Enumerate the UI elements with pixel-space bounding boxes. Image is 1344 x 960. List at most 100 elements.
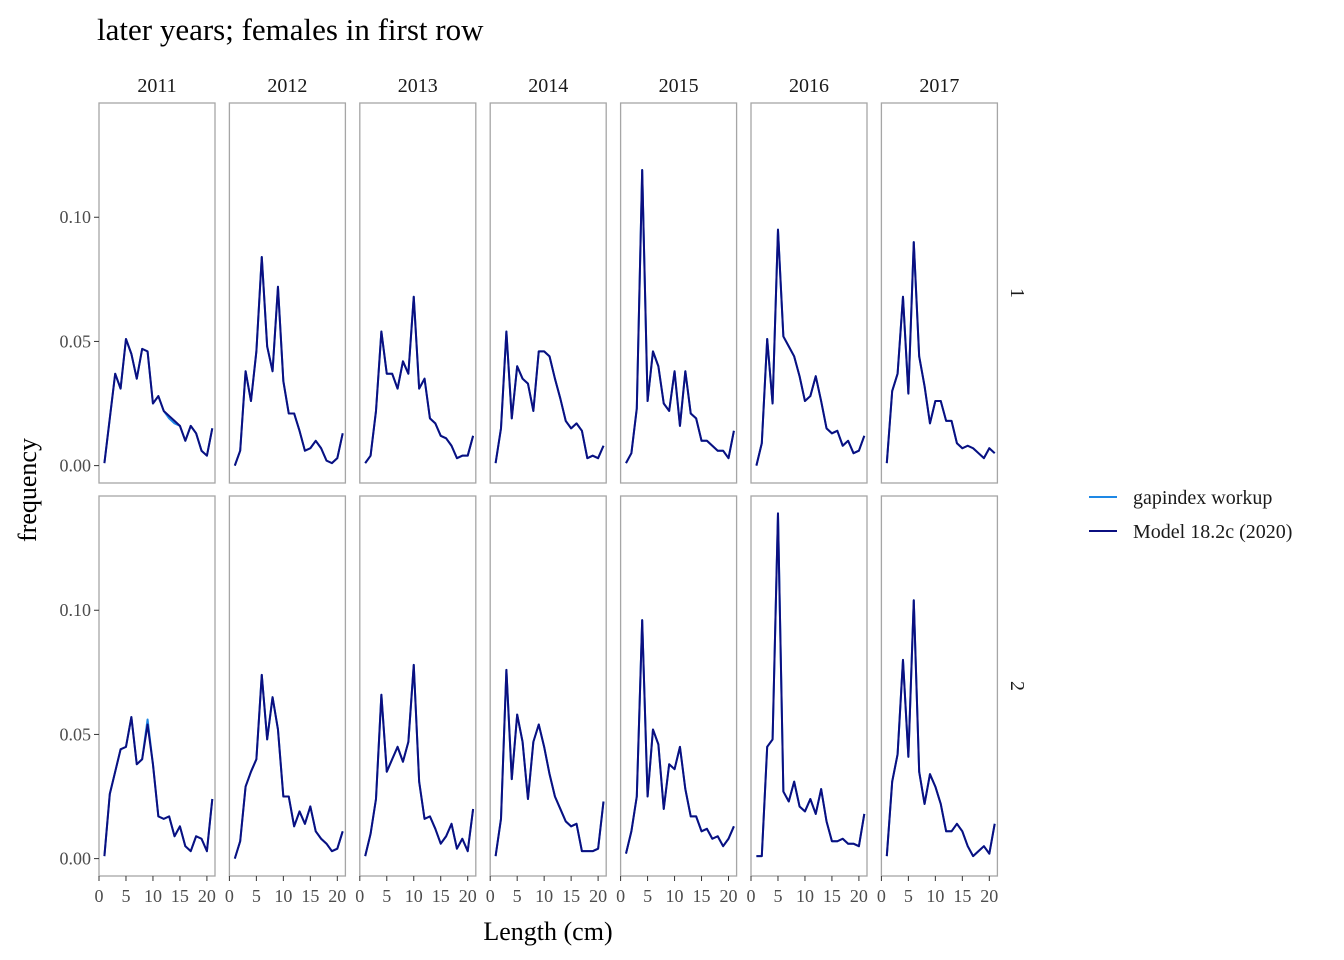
x-tick-label-2012-4: 20 bbox=[328, 886, 346, 906]
panel-border bbox=[98, 102, 216, 484]
panel-border bbox=[359, 102, 477, 484]
panel-2-2017 bbox=[880, 495, 999, 877]
x-tick-label-2016-0: 0 bbox=[747, 886, 756, 906]
legend-label-model: Model 18.2c (2020) bbox=[1133, 521, 1292, 543]
year-strip-labels: 2011 2012 2013 2014 2015 2016 2017 bbox=[137, 75, 959, 97]
y-tick-label-2-0: 0.00 bbox=[60, 849, 92, 869]
panel-border bbox=[880, 102, 999, 484]
panel-border bbox=[98, 495, 216, 877]
series-model-line bbox=[494, 330, 605, 464]
panel-border bbox=[619, 102, 738, 484]
panel-2-2012 bbox=[228, 495, 347, 877]
y-tick-label-1-1: 0.05 bbox=[60, 331, 92, 351]
y-tick-label-1-0: 0.00 bbox=[60, 456, 92, 476]
x-tick-label-2015-2: 10 bbox=[666, 886, 684, 906]
strip-label-2017: 2017 bbox=[919, 75, 959, 97]
legend: gapindex workup Model 18.2c (2020) bbox=[1089, 487, 1292, 543]
panel-1-2013 bbox=[359, 102, 477, 484]
x-tick-label-2013-4: 20 bbox=[459, 886, 477, 906]
panel-2-2014 bbox=[489, 495, 607, 877]
series-model-line bbox=[494, 668, 605, 857]
row-strip-label-1: 1 bbox=[1006, 288, 1028, 298]
panel-2-2015 bbox=[619, 495, 738, 877]
panel-border bbox=[228, 495, 347, 877]
row-strip-labels: 12 bbox=[1006, 288, 1028, 691]
strip-label-2012: 2012 bbox=[267, 75, 307, 97]
panel-border bbox=[489, 102, 607, 484]
row-strip-label-2: 2 bbox=[1006, 681, 1028, 691]
strip-label-2014: 2014 bbox=[528, 75, 568, 97]
x-axis-label: Length (cm) bbox=[483, 917, 612, 946]
panel-1-2017 bbox=[880, 102, 999, 484]
x-tick-label-2017-3: 15 bbox=[953, 886, 971, 906]
series-model-line bbox=[885, 599, 996, 858]
series-model-line bbox=[755, 228, 866, 466]
panel-2-2011 bbox=[98, 495, 216, 877]
x-tick-label-2011-0: 0 bbox=[95, 886, 104, 906]
x-tick-label-2012-1: 5 bbox=[252, 886, 261, 906]
x-tick-label-2014-0: 0 bbox=[486, 886, 495, 906]
series-model-line bbox=[233, 673, 344, 859]
x-tick-label-2011-1: 5 bbox=[121, 886, 130, 906]
series-model-line bbox=[233, 255, 344, 466]
x-tick-label-2017-1: 5 bbox=[904, 886, 913, 906]
strip-label-2013: 2013 bbox=[398, 75, 438, 97]
series-model-line bbox=[625, 619, 735, 854]
x-tick-label-2014-1: 5 bbox=[513, 886, 522, 906]
x-tick-label-2016-2: 10 bbox=[796, 886, 814, 906]
series-model-line bbox=[756, 512, 866, 858]
panel-1-2014 bbox=[489, 102, 607, 484]
x-tick-label-2014-2: 10 bbox=[535, 886, 553, 906]
x-tick-label-2013-3: 15 bbox=[432, 886, 450, 906]
y-tick-label-1-2: 0.10 bbox=[60, 207, 92, 227]
x-tick-label-2015-3: 15 bbox=[693, 886, 711, 906]
panel-border bbox=[880, 495, 999, 877]
series-model-line bbox=[103, 337, 214, 464]
y-tick-label-2-2: 0.10 bbox=[60, 600, 92, 620]
strip-label-2011: 2011 bbox=[137, 75, 176, 97]
series-model-line bbox=[364, 663, 475, 857]
legend-label-gapindex: gapindex workup bbox=[1133, 487, 1272, 509]
x-tick-label-2012-3: 15 bbox=[301, 886, 319, 906]
x-tick-label-2017-0: 0 bbox=[877, 886, 886, 906]
x-tick-label-2015-4: 20 bbox=[720, 886, 738, 906]
x-tick-label-2014-4: 20 bbox=[589, 886, 607, 906]
x-tick-label-2011-3: 15 bbox=[171, 886, 189, 906]
x-tick-label-2013-0: 0 bbox=[355, 886, 364, 906]
x-tick-label-2016-4: 20 bbox=[850, 886, 868, 906]
panel-border bbox=[489, 495, 607, 877]
series-model-line bbox=[364, 295, 475, 464]
x-tick-label-2017-4: 20 bbox=[980, 886, 998, 906]
facet-panels bbox=[98, 102, 999, 877]
panel-1-2012 bbox=[228, 102, 347, 484]
x-tick-label-2013-1: 5 bbox=[382, 886, 391, 906]
panel-border bbox=[619, 495, 738, 877]
x-tick-label-2015-1: 5 bbox=[643, 886, 652, 906]
panel-border bbox=[359, 495, 477, 877]
x-tick-label-2017-2: 10 bbox=[926, 886, 944, 906]
panel-2-2013 bbox=[359, 495, 477, 877]
x-tick-label-2011-2: 10 bbox=[144, 886, 162, 906]
chart-title: later years; females in first row bbox=[97, 12, 484, 47]
x-tick-label-2013-2: 10 bbox=[405, 886, 423, 906]
x-tick-label-2012-2: 10 bbox=[274, 886, 292, 906]
x-tick-label-2015-0: 0 bbox=[616, 886, 625, 906]
panel-1-2016 bbox=[750, 102, 868, 484]
x-tick-label-2016-3: 15 bbox=[823, 886, 841, 906]
strip-label-2015: 2015 bbox=[659, 75, 699, 97]
series-model-line bbox=[103, 716, 214, 857]
y-axes: 0.00 0.05 0.10 0.00 0.05 0.10 bbox=[60, 207, 99, 869]
x-tick-label-2014-3: 15 bbox=[562, 886, 580, 906]
panel-border bbox=[228, 102, 347, 484]
series-model-line bbox=[625, 169, 735, 464]
panel-1-2011 bbox=[98, 102, 216, 484]
y-axis-label: frequency bbox=[13, 438, 42, 542]
x-tick-label-2016-1: 5 bbox=[773, 886, 782, 906]
panel-border bbox=[750, 102, 868, 484]
x-tick-label-2012-0: 0 bbox=[225, 886, 234, 906]
panel-border bbox=[750, 495, 868, 877]
panel-1-2015 bbox=[619, 102, 738, 484]
x-tick-label-2011-4: 20 bbox=[198, 886, 216, 906]
y-tick-label-2-1: 0.05 bbox=[60, 724, 92, 744]
